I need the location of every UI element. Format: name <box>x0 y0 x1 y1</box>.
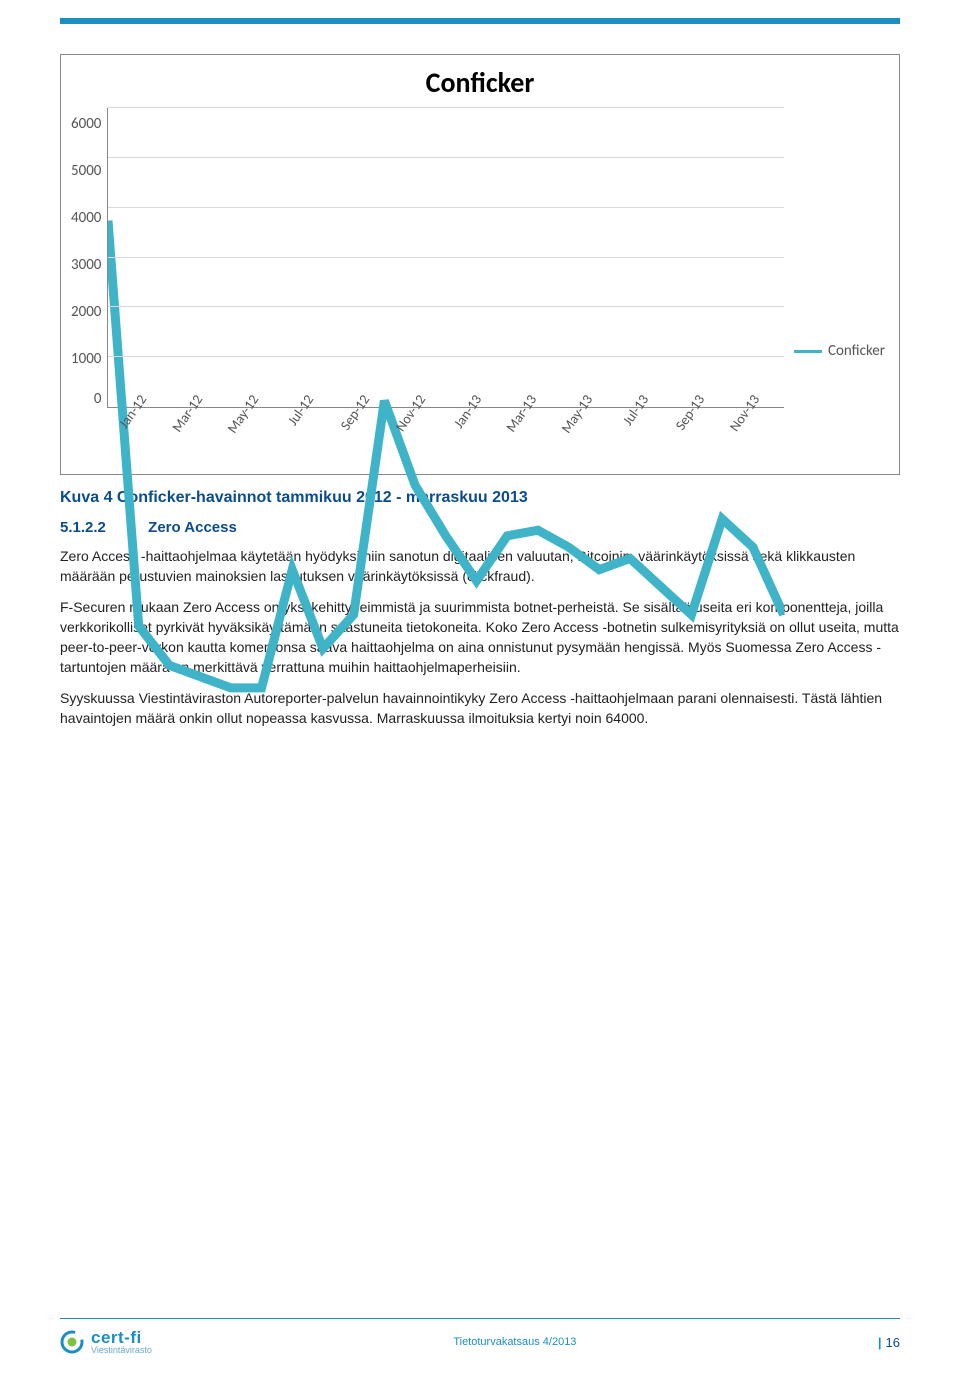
chart-series-line <box>108 108 784 784</box>
series-polyline <box>108 221 784 688</box>
footer-page-bar: | <box>878 1335 882 1350</box>
conficker-chart: Conficker 6000500040003000200010000 Jan-… <box>60 54 900 475</box>
chart-plot-area: 6000500040003000200010000 Jan-12Mar-12Ma… <box>71 108 784 464</box>
y-tick-label: 5000 <box>71 162 101 180</box>
footer-page-value: 16 <box>886 1335 900 1350</box>
grid-line <box>108 207 784 208</box>
footer-divider <box>60 1318 900 1319</box>
cert-fi-logo-icon <box>60 1330 84 1354</box>
footer-page-number: | 16 <box>878 1335 900 1350</box>
y-tick-label: 6000 <box>71 115 101 133</box>
page-footer: cert-fi Viestintävirasto Tietoturvakatsa… <box>60 1318 900 1355</box>
footer-logo-main: cert-fi <box>91 1329 152 1346</box>
grid-line <box>108 257 784 258</box>
footer-logo: cert-fi Viestintävirasto <box>60 1329 152 1355</box>
footer-doc-title: Tietoturvakatsaus 4/2013 <box>152 1336 878 1348</box>
y-tick-label: 4000 <box>71 209 101 227</box>
legend-swatch <box>794 350 822 353</box>
grid-line <box>108 306 784 307</box>
y-tick-label: 3000 <box>71 256 101 274</box>
footer-logo-sub: Viestintävirasto <box>91 1346 152 1355</box>
y-tick-label: 1000 <box>71 350 101 368</box>
chart-legend: Conficker <box>794 108 889 464</box>
grid-line <box>108 157 784 158</box>
legend-label: Conficker <box>828 342 885 360</box>
grid-line <box>108 356 784 357</box>
y-tick-label: 2000 <box>71 303 101 321</box>
chart-y-axis: 6000 5000 4000 3000 2000 1000 0 <box>71 108 107 408</box>
grid-line <box>108 107 784 108</box>
chart-plot <box>107 108 784 408</box>
page-content: Conficker 6000500040003000200010000 Jan-… <box>0 24 960 728</box>
y-tick-label: 0 <box>94 390 102 408</box>
chart-title: Conficker <box>71 65 889 100</box>
